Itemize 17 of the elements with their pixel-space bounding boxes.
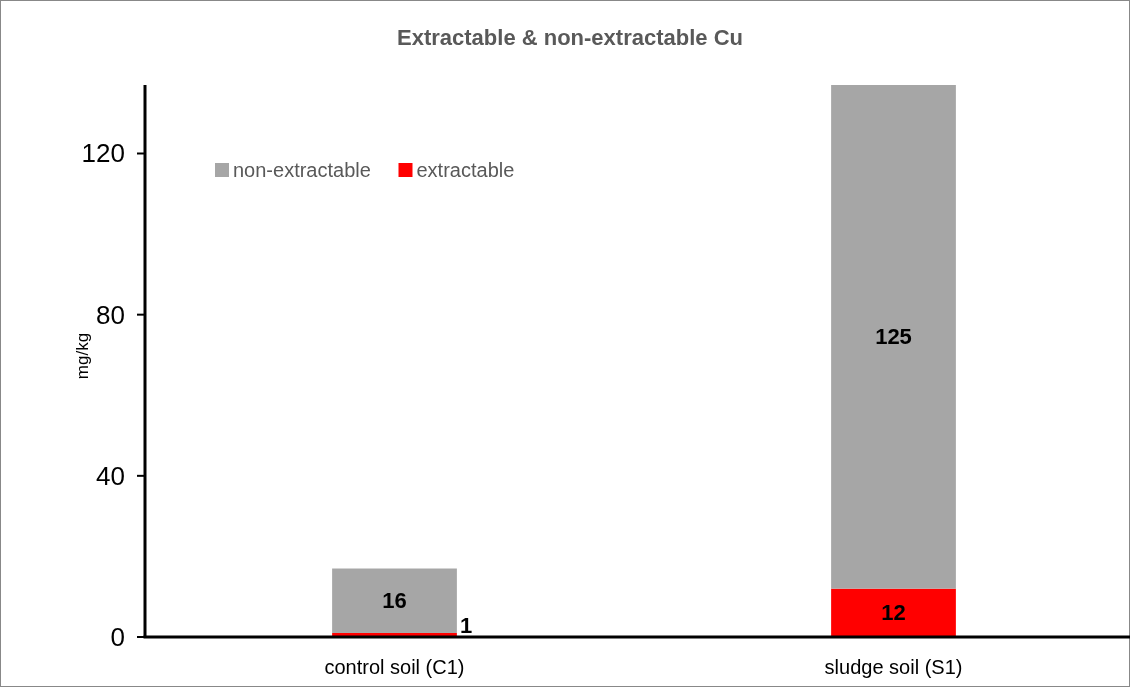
y-axis-title: mg/kg (72, 332, 92, 380)
y-tick-label: 40 (96, 460, 125, 491)
data-label: 12 (881, 600, 906, 626)
chart-title: Extractable & non-extractable Cu (397, 25, 743, 50)
x-tick-label: control soil (C1) (324, 656, 465, 678)
legend-label: extractable (416, 159, 515, 181)
y-tick-label: 120 (81, 138, 125, 169)
x-tick-label: sludge soil (S1) (824, 656, 963, 678)
data-label: 1 (459, 613, 473, 639)
data-label: 125 (875, 324, 912, 350)
bar (831, 85, 956, 589)
y-tick-label: 80 (96, 299, 125, 330)
data-label: 16 (382, 588, 407, 614)
bar (831, 588, 956, 637)
legend-label: non-extractable (233, 159, 371, 181)
bar (332, 568, 457, 633)
y-tick-label: 0 (110, 622, 125, 652)
